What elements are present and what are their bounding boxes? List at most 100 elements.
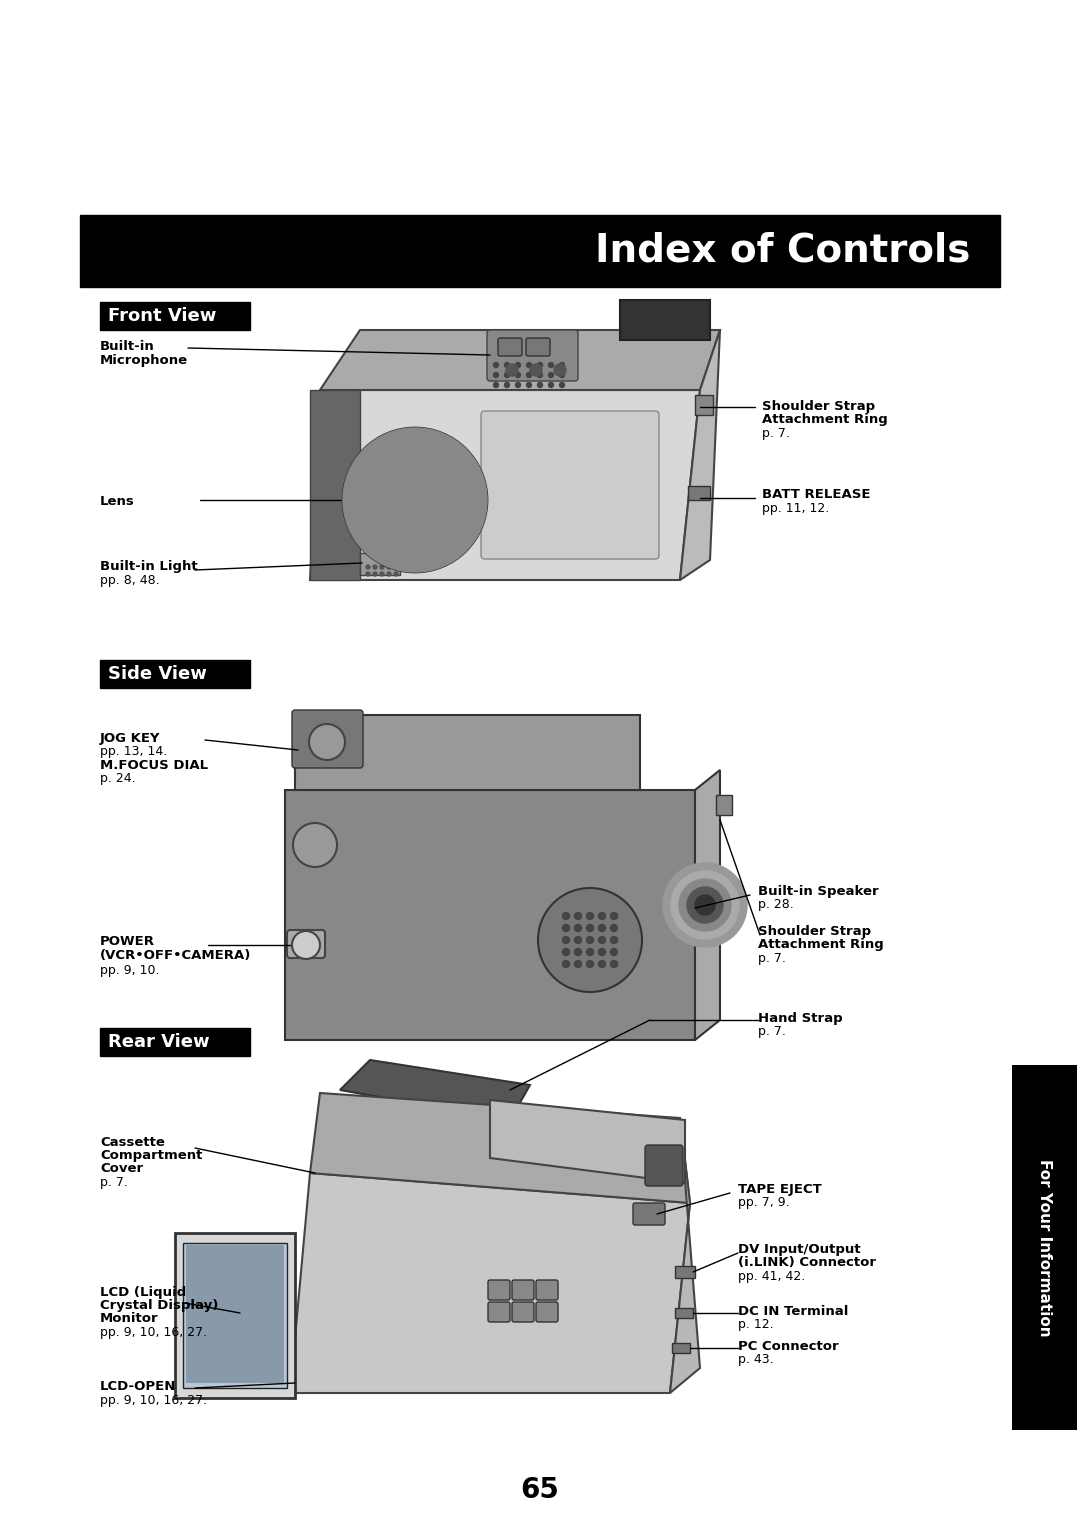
Text: LCD-OPEN: LCD-OPEN (100, 1380, 176, 1394)
Circle shape (559, 362, 565, 368)
Circle shape (586, 949, 594, 955)
FancyBboxPatch shape (488, 1302, 510, 1322)
Text: pp. 9, 10.: pp. 9, 10. (100, 964, 160, 976)
Circle shape (563, 949, 569, 955)
Text: Lens: Lens (100, 495, 135, 507)
Circle shape (575, 912, 581, 920)
Text: PC Connector: PC Connector (738, 1340, 839, 1352)
Bar (620, 299, 710, 341)
Circle shape (663, 863, 747, 947)
Circle shape (407, 492, 423, 507)
Text: (i.LINK) Connector: (i.LINK) Connector (738, 1256, 876, 1268)
Text: p. 7.: p. 7. (100, 1177, 127, 1189)
Circle shape (494, 362, 499, 368)
Circle shape (549, 382, 554, 388)
Circle shape (575, 961, 581, 967)
Circle shape (394, 571, 399, 576)
Circle shape (360, 445, 470, 555)
Circle shape (494, 382, 499, 388)
FancyBboxPatch shape (633, 1203, 665, 1225)
Polygon shape (295, 715, 640, 790)
Circle shape (373, 571, 377, 576)
Text: DV Input/Output: DV Input/Output (738, 1242, 861, 1256)
Circle shape (353, 439, 477, 562)
Circle shape (527, 373, 531, 377)
Text: p. 24.: p. 24. (100, 772, 136, 785)
Polygon shape (490, 1100, 685, 1183)
Circle shape (598, 937, 606, 943)
Circle shape (309, 724, 345, 759)
Circle shape (575, 924, 581, 932)
Polygon shape (696, 770, 720, 1041)
Circle shape (586, 924, 594, 932)
Circle shape (538, 382, 542, 388)
FancyBboxPatch shape (512, 1302, 534, 1322)
Polygon shape (670, 1118, 700, 1394)
FancyBboxPatch shape (487, 330, 578, 380)
Bar (675, 1267, 696, 1277)
Circle shape (380, 565, 384, 568)
Circle shape (671, 871, 739, 940)
Text: Front View: Front View (108, 307, 216, 325)
Circle shape (696, 895, 715, 915)
Text: pp. 13, 14.: pp. 13, 14. (100, 746, 167, 758)
Text: TAPE EJECT: TAPE EJECT (738, 1183, 822, 1196)
Text: p. 7.: p. 7. (762, 426, 789, 440)
Text: pp. 9, 10, 16, 27.: pp. 9, 10, 16, 27. (100, 1394, 207, 1407)
Circle shape (394, 565, 399, 568)
Circle shape (366, 565, 370, 568)
Text: Built-in: Built-in (100, 341, 154, 353)
Bar (100, 303, 249, 330)
Polygon shape (310, 1093, 690, 1203)
Circle shape (530, 364, 542, 376)
Circle shape (598, 949, 606, 955)
Text: p. 43.: p. 43. (738, 1352, 773, 1366)
Circle shape (515, 362, 521, 368)
Text: p. 28.: p. 28. (758, 898, 794, 911)
Circle shape (366, 571, 370, 576)
Circle shape (538, 888, 642, 992)
Bar (675, 1308, 693, 1319)
Polygon shape (291, 1174, 690, 1394)
FancyBboxPatch shape (292, 711, 363, 769)
Text: Crystal Display): Crystal Display) (100, 1299, 218, 1313)
Text: For Your Information: For Your Information (1037, 1158, 1052, 1337)
Polygon shape (285, 790, 696, 1041)
Text: Shoulder Strap: Shoulder Strap (762, 400, 875, 413)
FancyBboxPatch shape (481, 411, 659, 559)
Text: pp. 7, 9.: pp. 7, 9. (738, 1196, 789, 1209)
Polygon shape (310, 390, 360, 581)
Bar (716, 795, 732, 814)
Circle shape (515, 373, 521, 377)
Circle shape (507, 364, 518, 376)
Text: Built-in Light: Built-in Light (100, 559, 198, 573)
Bar (1012, 1065, 1077, 1430)
Circle shape (504, 373, 510, 377)
Circle shape (387, 571, 391, 576)
Circle shape (377, 461, 453, 538)
Circle shape (575, 949, 581, 955)
FancyBboxPatch shape (536, 1280, 558, 1300)
Text: LCD (Liquid: LCD (Liquid (100, 1287, 186, 1299)
Text: Hand Strap: Hand Strap (758, 1012, 842, 1025)
Circle shape (515, 382, 521, 388)
Text: p. 7.: p. 7. (758, 1025, 786, 1038)
Circle shape (549, 362, 554, 368)
Circle shape (679, 879, 731, 931)
FancyBboxPatch shape (498, 338, 522, 356)
Text: Compartment: Compartment (100, 1149, 202, 1161)
Circle shape (527, 362, 531, 368)
Circle shape (610, 961, 618, 967)
Circle shape (610, 937, 618, 943)
Circle shape (586, 937, 594, 943)
Bar (186, 1245, 284, 1383)
Circle shape (598, 961, 606, 967)
Bar (696, 396, 713, 416)
Circle shape (559, 382, 565, 388)
Polygon shape (175, 1233, 295, 1398)
Text: Cassette: Cassette (100, 1135, 165, 1149)
Text: Attachment Ring: Attachment Ring (762, 413, 888, 426)
Circle shape (586, 961, 594, 967)
Circle shape (373, 565, 377, 568)
Circle shape (380, 571, 384, 576)
